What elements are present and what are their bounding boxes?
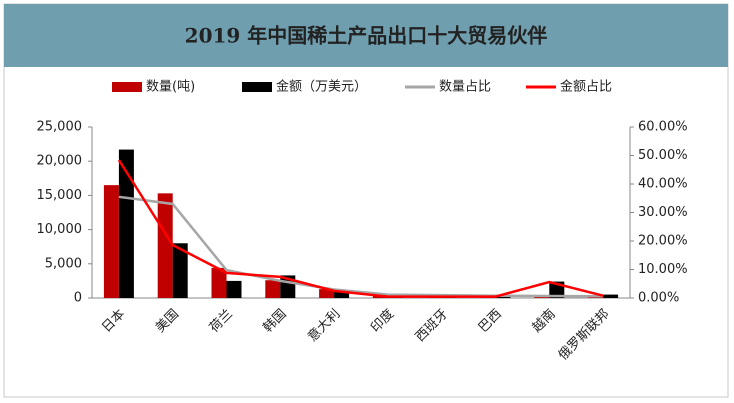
y2-tick-label: 50.00% xyxy=(638,148,688,163)
legend-label: 金额占比 xyxy=(560,79,612,95)
line-series xyxy=(117,159,604,298)
bar xyxy=(172,243,188,298)
line-series xyxy=(118,195,604,298)
bar xyxy=(319,289,335,298)
y2-tick-label: 10.00% xyxy=(638,262,688,277)
chart-title: 2019 年中国稀土产品出口十大贸易伙伴 xyxy=(185,24,548,48)
y2-tick-label: 40.00% xyxy=(638,177,688,192)
bar xyxy=(334,291,350,298)
bar xyxy=(226,280,242,298)
y2-tick-label: 20.00% xyxy=(638,234,688,249)
bar xyxy=(103,185,119,298)
bar xyxy=(603,294,619,298)
y-tick-label: 15,000 xyxy=(37,188,83,203)
title-band xyxy=(4,4,728,67)
legend-swatch xyxy=(112,82,142,92)
y-tick-label: 5,000 xyxy=(45,256,82,271)
legend-label: 金额（万美元） xyxy=(276,79,367,95)
y2-tick-label: 0.00% xyxy=(638,291,679,306)
y2-tick-label: 30.00% xyxy=(638,205,688,220)
bar xyxy=(265,280,281,298)
bar xyxy=(211,267,227,298)
bar xyxy=(495,296,511,298)
y-tick-label: 0 xyxy=(74,291,82,306)
y-tick-label: 10,000 xyxy=(37,222,83,237)
y2-tick-label: 60.00% xyxy=(638,120,688,135)
bar xyxy=(118,149,134,298)
legend-label: 数量占比 xyxy=(439,80,491,95)
legend-swatch xyxy=(242,82,272,92)
bar xyxy=(157,193,173,298)
y-tick-label: 25,000 xyxy=(37,120,83,135)
legend-label: 数量(吨) xyxy=(146,80,195,95)
y-tick-label: 20,000 xyxy=(37,154,83,169)
